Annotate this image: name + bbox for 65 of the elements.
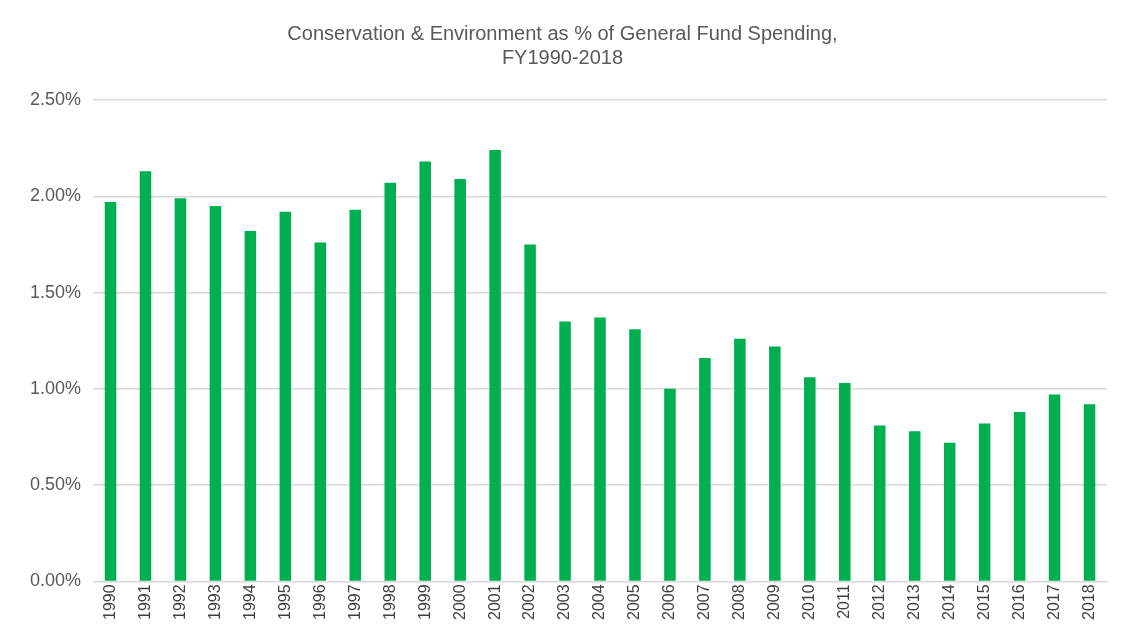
y-tick-label: 1.50%	[29, 281, 82, 302]
bar	[943, 442, 956, 581]
bar	[384, 182, 396, 581]
x-tick-label: 1995	[275, 584, 293, 620]
bar	[908, 431, 921, 581]
bar	[664, 388, 676, 581]
bar	[699, 358, 711, 581]
bar	[769, 346, 781, 581]
x-tick-label: 2016	[1010, 584, 1027, 620]
chart-title: Conservation & Environment as % of General Fund Spending, FY1990-2018	[287, 21, 838, 68]
x-tick-label: 2011	[835, 584, 853, 619]
x-tick-label: 1991	[135, 584, 153, 620]
x-tick-label: 2018	[1079, 584, 1097, 620]
bar	[804, 377, 816, 581]
x-tick-label: 1998	[380, 584, 398, 620]
x-tick-label: 2003	[555, 584, 573, 620]
bar	[734, 338, 746, 581]
bar	[209, 205, 222, 581]
y-tick-label: 2.50%	[29, 88, 82, 109]
x-tick-label: 2006	[660, 584, 678, 620]
bar	[839, 383, 851, 581]
x-tick-label: 1996	[310, 584, 328, 620]
y-tick-label: 2.00%	[29, 185, 82, 206]
bar	[559, 321, 571, 581]
bar	[489, 150, 501, 581]
bar	[314, 242, 327, 581]
bar	[1083, 404, 1096, 581]
x-tick-label: 2013	[905, 584, 923, 620]
bar	[978, 423, 991, 581]
bar	[419, 161, 431, 581]
x-tick-label: 2017	[1044, 584, 1062, 620]
x-tick-label: 1992	[170, 584, 188, 620]
bar	[244, 230, 257, 581]
x-tick-label: 2008	[730, 584, 748, 620]
bar	[139, 171, 152, 581]
x-tick-label: 2010	[800, 584, 818, 620]
bar	[104, 202, 117, 581]
bar	[524, 244, 536, 581]
bar	[454, 178, 466, 581]
x-tick-label: 2005	[625, 584, 643, 620]
x-tick-label: 2007	[695, 584, 713, 620]
bar	[594, 317, 606, 581]
x-tick-label: 2000	[450, 584, 468, 620]
x-tick-label: 1999	[415, 584, 433, 620]
x-tick-label: 2012	[870, 584, 888, 620]
x-tick-label: 1993	[205, 584, 223, 620]
bar	[279, 211, 292, 581]
bar	[174, 198, 187, 581]
y-tick-label: 1.00%	[29, 377, 82, 398]
x-tick-label: 2001	[485, 584, 503, 620]
x-tick-label: 2004	[590, 584, 608, 620]
x-tick-label: 2015	[975, 584, 993, 620]
x-tick-label: 1994	[240, 584, 258, 620]
y-tick-label: 0.00%	[29, 570, 82, 591]
y-tick-label: 0.50%	[29, 474, 82, 495]
x-tick-label: 2009	[765, 584, 783, 620]
bar	[1048, 394, 1061, 581]
x-tick-label: 2002	[520, 584, 538, 620]
bar	[1013, 411, 1026, 581]
bar	[873, 425, 886, 581]
x-tick-label: 2014	[940, 584, 958, 620]
bar	[349, 209, 362, 581]
bar	[629, 329, 641, 581]
x-tick-label: 1990	[100, 584, 118, 620]
x-tick-label: 1997	[345, 584, 363, 620]
